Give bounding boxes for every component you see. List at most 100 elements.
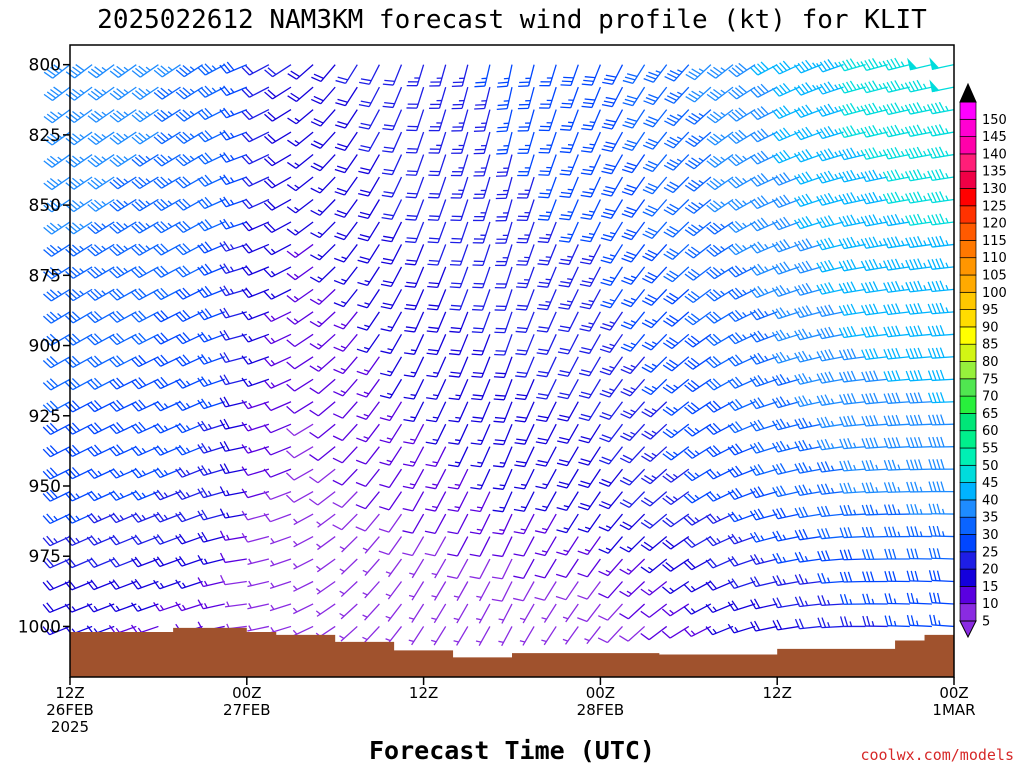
wind-barb [263, 356, 292, 367]
wind-barb [263, 176, 292, 189]
wind-barb [197, 85, 225, 98]
wind-barb [883, 325, 910, 338]
wind-barb [882, 236, 910, 249]
wind-barb [64, 333, 93, 346]
wind-barb [131, 131, 159, 145]
wind-barb [929, 57, 955, 71]
wind-barb [42, 311, 71, 324]
wind-barb [42, 489, 71, 502]
wind-barb [473, 154, 491, 177]
wind-barb [309, 356, 336, 372]
wind-barb [838, 169, 866, 183]
wind-barb [620, 288, 646, 308]
wind-barb [663, 311, 690, 327]
colorbar-swatch [959, 603, 977, 622]
wind-barb [43, 64, 71, 79]
wind-barb [219, 486, 247, 497]
wind-barb [292, 580, 314, 592]
colorbar-label: 85 [982, 338, 999, 353]
wind-barb [579, 333, 601, 355]
wind-barb [905, 258, 932, 271]
wind-barb [884, 548, 910, 560]
wind-barb [175, 64, 203, 78]
wind-barb [906, 459, 932, 471]
wind-barb [355, 446, 380, 465]
wind-barb [728, 129, 756, 144]
wind-barb [860, 147, 888, 160]
wind-barb [727, 332, 756, 345]
wind-barb [241, 265, 270, 276]
wind-barb [451, 64, 469, 88]
wind-barb [427, 244, 447, 266]
colorbar-swatch [959, 101, 977, 120]
wind-barb [861, 348, 888, 360]
wind-barb [816, 505, 844, 518]
wind-barb [727, 623, 756, 634]
wind-barb [905, 213, 932, 226]
wind-barb [515, 334, 535, 356]
wind-barb [175, 533, 203, 545]
wind-barb [598, 468, 624, 487]
wind-barb [860, 80, 888, 94]
wind-barb [794, 462, 822, 474]
wind-barb [883, 258, 910, 271]
wind-barb [494, 334, 513, 356]
wind-barb [662, 558, 690, 572]
wind-barb [772, 418, 800, 431]
wind-barb [402, 446, 425, 467]
wind-barb [794, 238, 822, 252]
wind-barb [862, 615, 888, 628]
wind-barb [448, 378, 469, 401]
wind-barb [557, 378, 579, 400]
wind-barb [641, 333, 668, 351]
wind-barb [640, 513, 668, 529]
y-tick-label: 1000 [18, 617, 61, 637]
wind-barb [86, 399, 115, 413]
wind-barb [685, 64, 712, 81]
wind-barb [43, 154, 71, 168]
wind-barb [109, 288, 137, 301]
wind-barb [316, 513, 336, 528]
wind-barb [64, 467, 93, 480]
wind-barb [64, 400, 93, 413]
wind-barb [404, 244, 425, 266]
wind-barb [861, 549, 888, 561]
wind-barb [535, 446, 557, 467]
wind-barb [904, 169, 933, 182]
wind-barb [662, 446, 690, 461]
wind-barb [749, 554, 778, 565]
wind-barb [816, 304, 844, 318]
wind-barb [619, 581, 646, 598]
wind-barb [598, 558, 623, 577]
wind-barb [472, 221, 491, 244]
wind-barb [905, 302, 932, 315]
wind-barb [905, 436, 932, 449]
wind-barb [287, 64, 314, 80]
wind-barb [109, 131, 137, 145]
wind-barb [491, 558, 513, 580]
terrain-fill [70, 627, 954, 677]
wind-barb [514, 401, 535, 423]
wind-barb [286, 356, 314, 370]
colorbar-label: 10 [982, 597, 999, 612]
wind-barb [706, 131, 734, 146]
wind-barb [334, 131, 358, 151]
wind-barb [683, 491, 712, 504]
wind-barb [816, 416, 844, 429]
wind-barb [197, 263, 225, 276]
wind-barb [131, 176, 159, 190]
wind-barb [882, 57, 910, 71]
wind-barb [381, 244, 403, 265]
wind-barb [794, 395, 822, 408]
wind-barb [87, 288, 115, 301]
wind-barb [219, 285, 247, 297]
wind-barb [663, 154, 690, 171]
wind-barb [518, 64, 535, 88]
wind-barb [197, 63, 226, 76]
wind-barb [642, 243, 668, 262]
wind-barb [403, 401, 425, 423]
colorbar-swatch [959, 118, 977, 137]
wind-barb [581, 64, 602, 86]
wind-barb [817, 572, 844, 584]
x-tick-label: 1MAR [932, 701, 975, 719]
